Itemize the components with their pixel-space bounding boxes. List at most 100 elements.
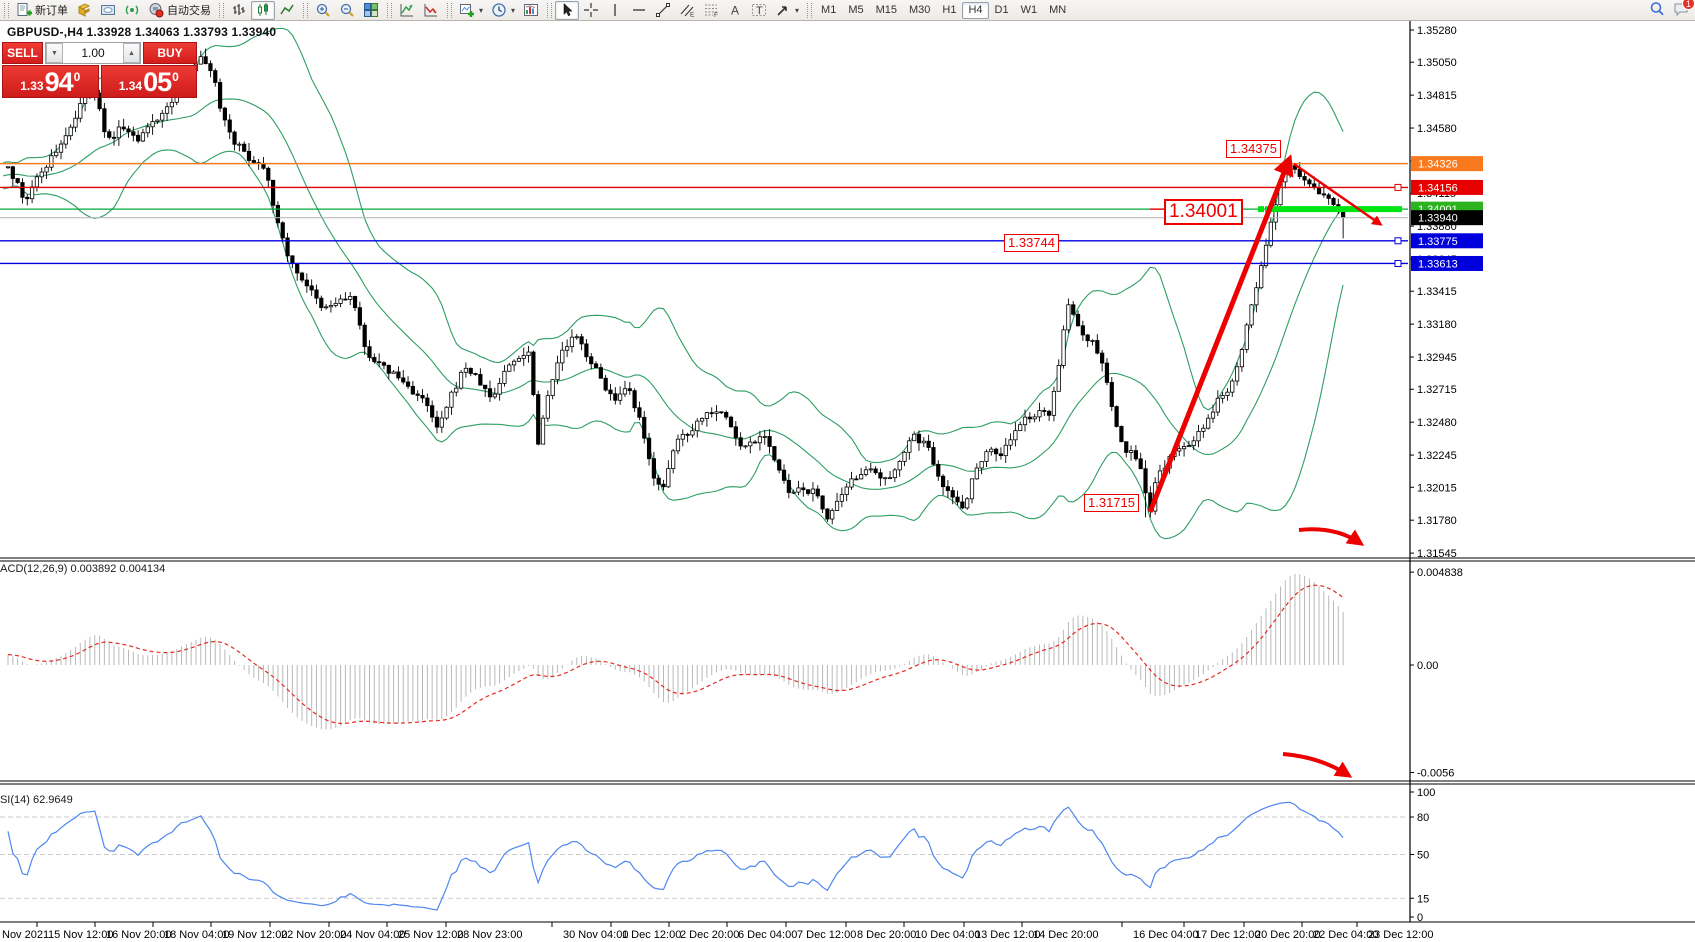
line-handle[interactable] xyxy=(1394,237,1402,245)
price-annotation-1.34001[interactable]: 1.34001 xyxy=(1164,199,1243,225)
svg-text:22 Dec 04:00: 22 Dec 04:00 xyxy=(1313,929,1378,941)
price-annotation-1.33744[interactable]: 1.33744 xyxy=(1004,234,1059,252)
svg-text:1.35280: 1.35280 xyxy=(1417,25,1457,37)
bar-chart-button[interactable] xyxy=(227,1,251,20)
marketwatch-button[interactable] xyxy=(72,1,96,20)
tile-windows-icon xyxy=(363,2,379,18)
zoom-in-button[interactable] xyxy=(311,1,335,20)
price-scale[interactable]: 1.352801.350501.348151.345801.343451.341… xyxy=(1410,25,1483,924)
chart-window[interactable]: 1.352801.350501.348151.345801.343451.341… xyxy=(0,21,1695,942)
equidistant-channel-button[interactable]: E xyxy=(675,1,699,20)
new-order-button[interactable]: 新订单 xyxy=(12,1,72,20)
toolbar-group-grip[interactable] xyxy=(387,2,392,18)
segment-handle[interactable] xyxy=(1258,206,1264,213)
tf-w1[interactable]: W1 xyxy=(1015,2,1044,19)
trendline-button[interactable] xyxy=(651,1,675,20)
annotation-arrows[interactable] xyxy=(1147,154,1383,778)
zoom-out-button[interactable] xyxy=(335,1,359,20)
text-label-button[interactable]: T xyxy=(747,1,771,20)
svg-text:25 Nov 12:00: 25 Nov 12:00 xyxy=(398,929,463,941)
toolbar-group-grip[interactable] xyxy=(447,2,452,18)
text-button[interactable]: A xyxy=(723,1,747,20)
price-annotation-1.34375[interactable]: 1.34375 xyxy=(1226,140,1281,158)
tf-m15[interactable]: M15 xyxy=(870,2,903,19)
tf-m5-label: M5 xyxy=(848,4,864,16)
toolbar-group-grip[interactable] xyxy=(807,2,813,18)
sell-button[interactable]: SELL xyxy=(2,42,43,64)
templates-button[interactable] xyxy=(519,1,543,20)
signals-button[interactable] xyxy=(120,1,144,20)
fibonacci-button[interactable]: F xyxy=(699,1,723,20)
volume-decrease-button[interactable]: ▼ xyxy=(46,43,63,63)
cursor-button[interactable] xyxy=(555,0,580,20)
tf-m5[interactable]: M5 xyxy=(842,2,869,19)
add-indicator-button[interactable]: ▾ xyxy=(455,1,487,20)
price-annotation-1.31715[interactable]: 1.31715 xyxy=(1084,494,1139,512)
crosshair-button[interactable] xyxy=(579,1,603,20)
buy-price-point: 0 xyxy=(172,70,179,84)
line-chart-button[interactable] xyxy=(275,1,299,20)
line-handle[interactable] xyxy=(1394,259,1402,267)
toolbar-buttons: 新订单 自动交易 ▾ ▾ E F A T ▾ M1 M5 M15 M30 H1 H4 D1 W1 MN xyxy=(0,0,1649,21)
svg-text:15 Nov 12:00: 15 Nov 12:00 xyxy=(48,929,113,941)
volume-value[interactable]: 1.00 xyxy=(81,46,105,60)
toolbar-group-grip[interactable] xyxy=(4,2,9,18)
toolbar-group-grip[interactable] xyxy=(303,2,308,18)
buy-price-box[interactable]: 1.34 05 0 xyxy=(100,65,197,98)
autotrading-button-label: 自动交易 xyxy=(167,5,211,17)
search-button[interactable] xyxy=(1649,1,1665,20)
tf-h4[interactable]: H4 xyxy=(962,1,989,19)
tf-mn-label: MN xyxy=(1049,4,1067,16)
buy-button[interactable]: BUY xyxy=(143,42,197,64)
svg-text:14 Dec 20:00: 14 Dec 20:00 xyxy=(1033,929,1098,941)
toolbar-group-grip[interactable] xyxy=(547,2,553,18)
vertical-line-button[interactable] xyxy=(603,1,627,20)
dropdown-caret-icon[interactable]: ▾ xyxy=(479,5,484,15)
toolbar: 新订单 自动交易 ▾ ▾ E F A T ▾ M1 M5 M15 M30 H1 H4 D1 W1 MN 1 xyxy=(0,0,1695,21)
red-arrow[interactable] xyxy=(1282,752,1353,778)
horizontal-line-button[interactable] xyxy=(627,1,651,20)
tf-mn[interactable]: MN xyxy=(1043,2,1072,19)
tf-m1-label: M1 xyxy=(821,4,837,16)
sell-price-box[interactable]: 1.33 94 0 xyxy=(2,65,99,98)
line-handle[interactable] xyxy=(1394,183,1402,191)
tf-m30[interactable]: M30 xyxy=(903,2,936,19)
tf-d1[interactable]: D1 xyxy=(989,2,1015,19)
red-arrow[interactable] xyxy=(1293,162,1383,226)
dropdown-caret-icon[interactable]: ▾ xyxy=(795,5,800,15)
chat-button[interactable]: 1 xyxy=(1673,0,1695,20)
tf-m1[interactable]: M1 xyxy=(815,2,842,19)
periods-button[interactable]: ▾ xyxy=(487,1,519,20)
arrows-button[interactable]: ▾ xyxy=(771,1,803,20)
svg-text:1.32480: 1.32480 xyxy=(1417,417,1457,429)
svg-text:50: 50 xyxy=(1417,850,1429,862)
svg-text:1.34326: 1.34326 xyxy=(1418,159,1458,171)
rsi-label: RSI(14) 62.9649 xyxy=(0,794,73,806)
autotrading-button[interactable]: 自动交易 xyxy=(144,1,215,20)
svg-text:17 Dec 12:00: 17 Dec 12:00 xyxy=(1195,929,1260,941)
toolbar-group-grip[interactable] xyxy=(219,2,224,18)
svg-text:1.33415: 1.33415 xyxy=(1417,286,1457,298)
zoom-in-icon xyxy=(315,2,331,18)
red-arrow[interactable] xyxy=(1298,527,1365,546)
arrange-chart-button[interactable] xyxy=(395,1,419,20)
red-arrow[interactable] xyxy=(1147,154,1294,513)
tf-h1[interactable]: H1 xyxy=(936,2,962,19)
navigator-button[interactable] xyxy=(96,1,120,20)
tile-windows-button[interactable] xyxy=(359,1,383,20)
volume-increase-button[interactable]: ▲ xyxy=(123,43,140,63)
svg-text:100: 100 xyxy=(1417,787,1435,799)
svg-text:0: 0 xyxy=(1417,912,1423,924)
price-badge-1.33613 xyxy=(1411,255,1483,271)
svg-text:30 Nov 04:00: 30 Nov 04:00 xyxy=(563,929,628,941)
svg-text:19 Nov 12:00: 19 Nov 12:00 xyxy=(222,929,287,941)
price-badge-1.34156 xyxy=(1411,179,1483,195)
vline-icon xyxy=(607,2,623,18)
svg-text:1 Dec 12:00: 1 Dec 12:00 xyxy=(622,929,681,941)
track-chart-button[interactable] xyxy=(419,1,443,20)
toolbar-right: 1 xyxy=(1649,0,1695,21)
dropdown-caret-icon[interactable]: ▾ xyxy=(511,5,516,15)
candlestick-chart-button[interactable] xyxy=(251,0,275,20)
